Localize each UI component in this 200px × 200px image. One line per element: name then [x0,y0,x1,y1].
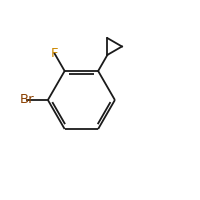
Text: F: F [51,47,58,60]
Text: Br: Br [20,93,35,106]
